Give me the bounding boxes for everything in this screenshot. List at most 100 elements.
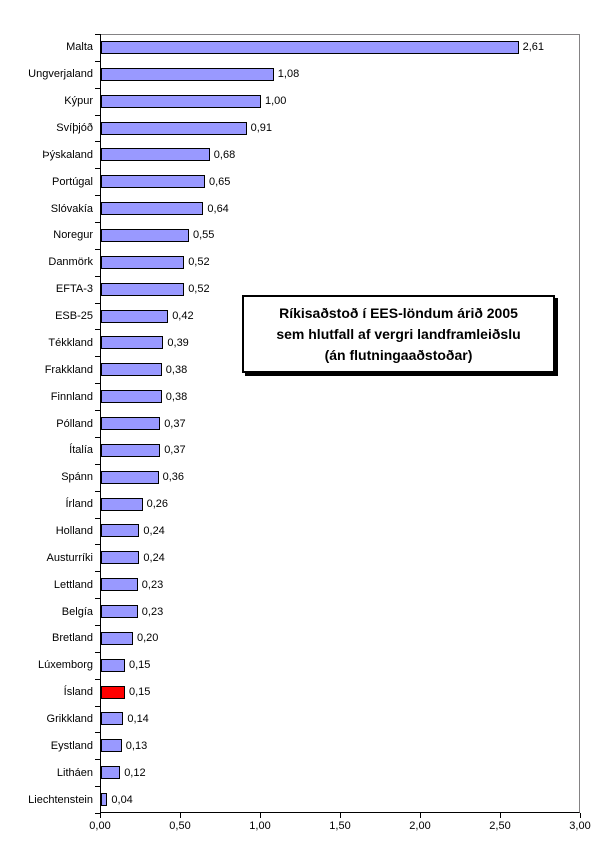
category-label: Belgía: [61, 605, 93, 618]
value-label: 0,20: [137, 632, 159, 645]
value-label: 0,38: [165, 390, 188, 403]
bar: [101, 631, 133, 645]
bar: [101, 282, 185, 296]
value-label: 0,52: [188, 283, 210, 296]
x-axis-tick-label: 3,00: [569, 820, 591, 832]
value-label: 0,12: [124, 766, 146, 779]
value-label: 0,36: [162, 471, 185, 484]
x-axis-tick-label: 0,00: [89, 820, 111, 832]
y-axis-tick: [95, 651, 101, 653]
category-label: Liechtenstein: [28, 793, 93, 806]
x-axis-tick: [180, 813, 181, 818]
category-label: Ungverjaland: [28, 68, 93, 81]
value-label: 0,37: [164, 417, 186, 430]
value-label: 0,55: [193, 229, 215, 242]
bar: [101, 551, 140, 565]
bar: [101, 524, 140, 538]
bar: [101, 228, 189, 242]
value-label: 0,68: [213, 148, 236, 161]
category-label: Tékkland: [48, 336, 93, 349]
y-axis-tick: [95, 114, 101, 116]
bar: [101, 685, 125, 699]
y-axis-tick: [95, 678, 101, 680]
y-axis-tick: [95, 275, 101, 277]
value-label: 0,37: [164, 444, 186, 457]
y-axis-tick: [95, 436, 101, 438]
y-axis-tick: [95, 490, 101, 492]
category-label: Portúgal: [52, 175, 93, 188]
x-axis-tick-label: 2,00: [409, 820, 431, 832]
bar: [101, 309, 169, 323]
value-label: 0,24: [143, 551, 165, 564]
bar: [101, 470, 159, 484]
bar: [101, 605, 138, 619]
bar: [101, 148, 210, 162]
bar: [101, 712, 124, 726]
x-axis-tick: [260, 813, 261, 818]
y-axis-tick: [95, 195, 101, 197]
category-label: Írland: [65, 498, 93, 511]
value-label: 0,42: [172, 310, 194, 323]
category-label: Slóvakía: [50, 202, 93, 215]
value-label: 0,38: [165, 363, 188, 376]
category-label: Lettland: [53, 578, 93, 591]
value-label: 0,23: [141, 578, 164, 591]
bar: [101, 67, 274, 81]
y-axis-tick: [95, 517, 101, 519]
category-label: Spánn: [61, 471, 93, 484]
y-axis-tick: [95, 141, 101, 143]
category-label: ESB-25: [55, 310, 93, 323]
y-axis-tick: [95, 248, 101, 250]
bar: [101, 121, 247, 135]
x-axis-tick-label: 2,50: [489, 820, 511, 832]
bar: [101, 443, 161, 457]
y-axis-tick: [95, 813, 101, 814]
x-axis-tick-label: 0,50: [169, 820, 191, 832]
category-label: Svíþjóð: [56, 122, 93, 135]
bar: [101, 336, 164, 350]
y-axis-tick: [95, 463, 101, 465]
category-label: Lúxemborg: [37, 659, 93, 672]
bar: [101, 658, 125, 672]
y-axis-tick: [95, 732, 101, 734]
category-label: Bretland: [52, 632, 93, 645]
bar: [101, 578, 138, 592]
value-label: 0,23: [141, 605, 164, 618]
category-label: Ítalía: [69, 444, 93, 457]
value-label: 0,04: [111, 793, 133, 806]
category-label: EFTA-3: [55, 283, 93, 296]
category-label: Ísland: [63, 686, 93, 699]
x-axis-tick: [340, 813, 341, 818]
category-label: Malta: [66, 41, 93, 54]
category-label: Danmörk: [48, 256, 93, 269]
value-label: 0,91: [250, 122, 273, 135]
bar: [101, 40, 519, 54]
value-label: 0,39: [167, 336, 189, 349]
y-axis-tick: [95, 356, 101, 358]
bar: [101, 202, 204, 216]
bar: [101, 739, 122, 753]
x-axis-tick: [580, 813, 581, 818]
bar: [101, 255, 185, 269]
y-axis-tick: [95, 383, 101, 385]
x-axis-tick: [420, 813, 421, 818]
category-label: Finnland: [50, 390, 93, 403]
bar: [101, 766, 121, 780]
value-label: 0,52: [188, 256, 210, 269]
value-label: 0,13: [125, 739, 148, 752]
bar: [101, 363, 162, 377]
category-label: Litháen: [56, 766, 93, 779]
value-label: 0,65: [209, 175, 231, 188]
y-axis-tick: [95, 786, 101, 788]
x-axis-tick-label: 1,50: [329, 820, 351, 832]
y-axis-tick: [95, 60, 101, 62]
value-label: 0,24: [143, 524, 165, 537]
chart-title: Ríkisaðstoð í EES-löndum árið 2005 sem h…: [276, 305, 521, 363]
bar: [101, 417, 161, 430]
x-axis-tick: [500, 813, 501, 818]
value-label: 0,64: [207, 202, 229, 215]
plot-area: [100, 34, 580, 813]
value-label: 2,61: [522, 41, 545, 54]
y-axis-tick: [95, 705, 101, 707]
